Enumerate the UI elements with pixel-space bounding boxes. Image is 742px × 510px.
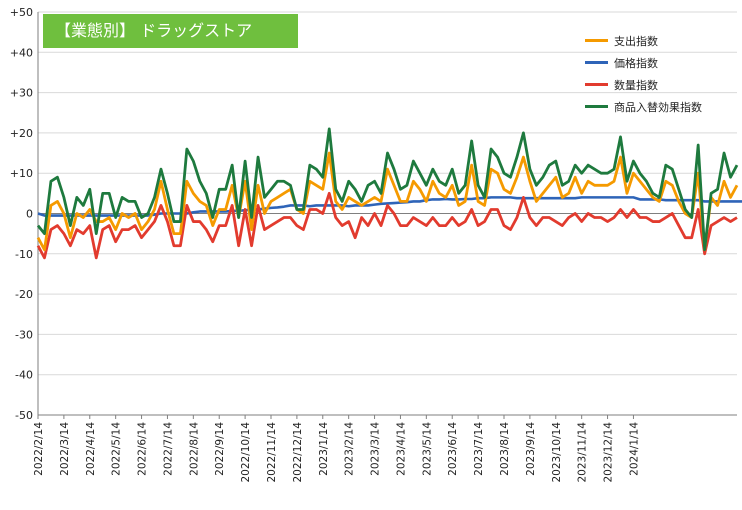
y-axis: -50 -40 -30 -20 -10 0 +10 +20 +30 +40 +50 [10, 6, 33, 422]
legend-item-quantity: 数量指数 [585, 77, 735, 99]
x-tick-label: 2022/10/14 [240, 422, 252, 483]
x-tick-label: 2022/11/14 [266, 422, 278, 483]
legend-label-quantity: 数量指数 [614, 79, 658, 92]
legend-item-replacement: 商品入替効果指数 [585, 99, 735, 121]
legend-label-spending: 支出指数 [614, 35, 658, 48]
x-tick-label: 2023/5/14 [421, 422, 433, 476]
x-tick-label: 2022/9/14 [214, 422, 226, 476]
x-tick-label: 2022/6/14 [137, 422, 149, 476]
x-tick-label: 2023/6/14 [447, 422, 459, 476]
x-tick-label: 2023/4/14 [395, 422, 407, 476]
legend-swatch-replacement [585, 105, 608, 108]
x-tick-label: 2023/8/14 [499, 422, 511, 476]
x-tick-label: 2023/2/14 [344, 422, 356, 476]
series-line-spending [36, 151, 739, 252]
y-tick-label: -10 [15, 248, 33, 261]
x-tick-label: 2022/8/14 [188, 422, 200, 476]
series-lines [36, 127, 742, 260]
y-tick-label: 0 [26, 208, 33, 221]
x-tick-label: 2023/1/14 [318, 422, 330, 476]
y-tick-label: +50 [10, 6, 33, 19]
x-tick-label: 2022/2/14 [33, 422, 45, 476]
y-tick-label: +10 [10, 167, 33, 180]
x-tick-label: 2023/3/14 [370, 422, 382, 476]
x-tick-label: 2022/12/14 [292, 422, 304, 483]
y-tick-label: +40 [10, 46, 33, 59]
x-tick-label: 2023/10/14 [551, 422, 563, 483]
x-axis: 2022/2/14 2022/3/14 2022/4/14 2022/5/14 2022… [33, 415, 640, 483]
y-tick-label: -30 [15, 328, 33, 341]
x-tick-label: 2023/7/14 [473, 422, 485, 476]
legend-label-replacement: 商品入替効果指数 [614, 101, 702, 114]
y-tick-label: +30 [10, 87, 33, 100]
y-tick-label: +20 [10, 127, 33, 140]
x-tick-label: 2022/5/14 [111, 422, 123, 476]
legend-item-spending: 支出指数 [585, 33, 735, 55]
y-tick-label: -20 [15, 288, 33, 301]
legend-item-price: 価格指数 [585, 55, 735, 77]
series-line-replacement [36, 127, 739, 252]
y-tick-label: -50 [15, 409, 33, 422]
legend-swatch-quantity [585, 83, 608, 86]
x-tick-label: 2022/4/14 [85, 422, 97, 476]
x-tick-label: 2022/7/14 [162, 422, 174, 476]
legend-swatch-spending [585, 39, 608, 42]
chart-title: 【業態別】 ドラッグストア [43, 14, 298, 48]
x-tick-label: 2023/11/14 [577, 422, 589, 483]
x-tick-label: 2023/9/14 [525, 422, 537, 476]
legend-swatch-price [585, 61, 608, 64]
series-line-quantity [36, 191, 738, 260]
y-tick-label: -40 [15, 369, 33, 382]
x-tick-label: 2023/12/14 [603, 422, 615, 483]
x-tick-label: 2024/1/14 [628, 422, 640, 476]
legend: 支出指数 価格指数 数量指数 商品入替効果指数 [585, 33, 735, 121]
legend-label-price: 価格指数 [614, 57, 658, 70]
x-tick-label: 2022/3/14 [59, 422, 71, 476]
